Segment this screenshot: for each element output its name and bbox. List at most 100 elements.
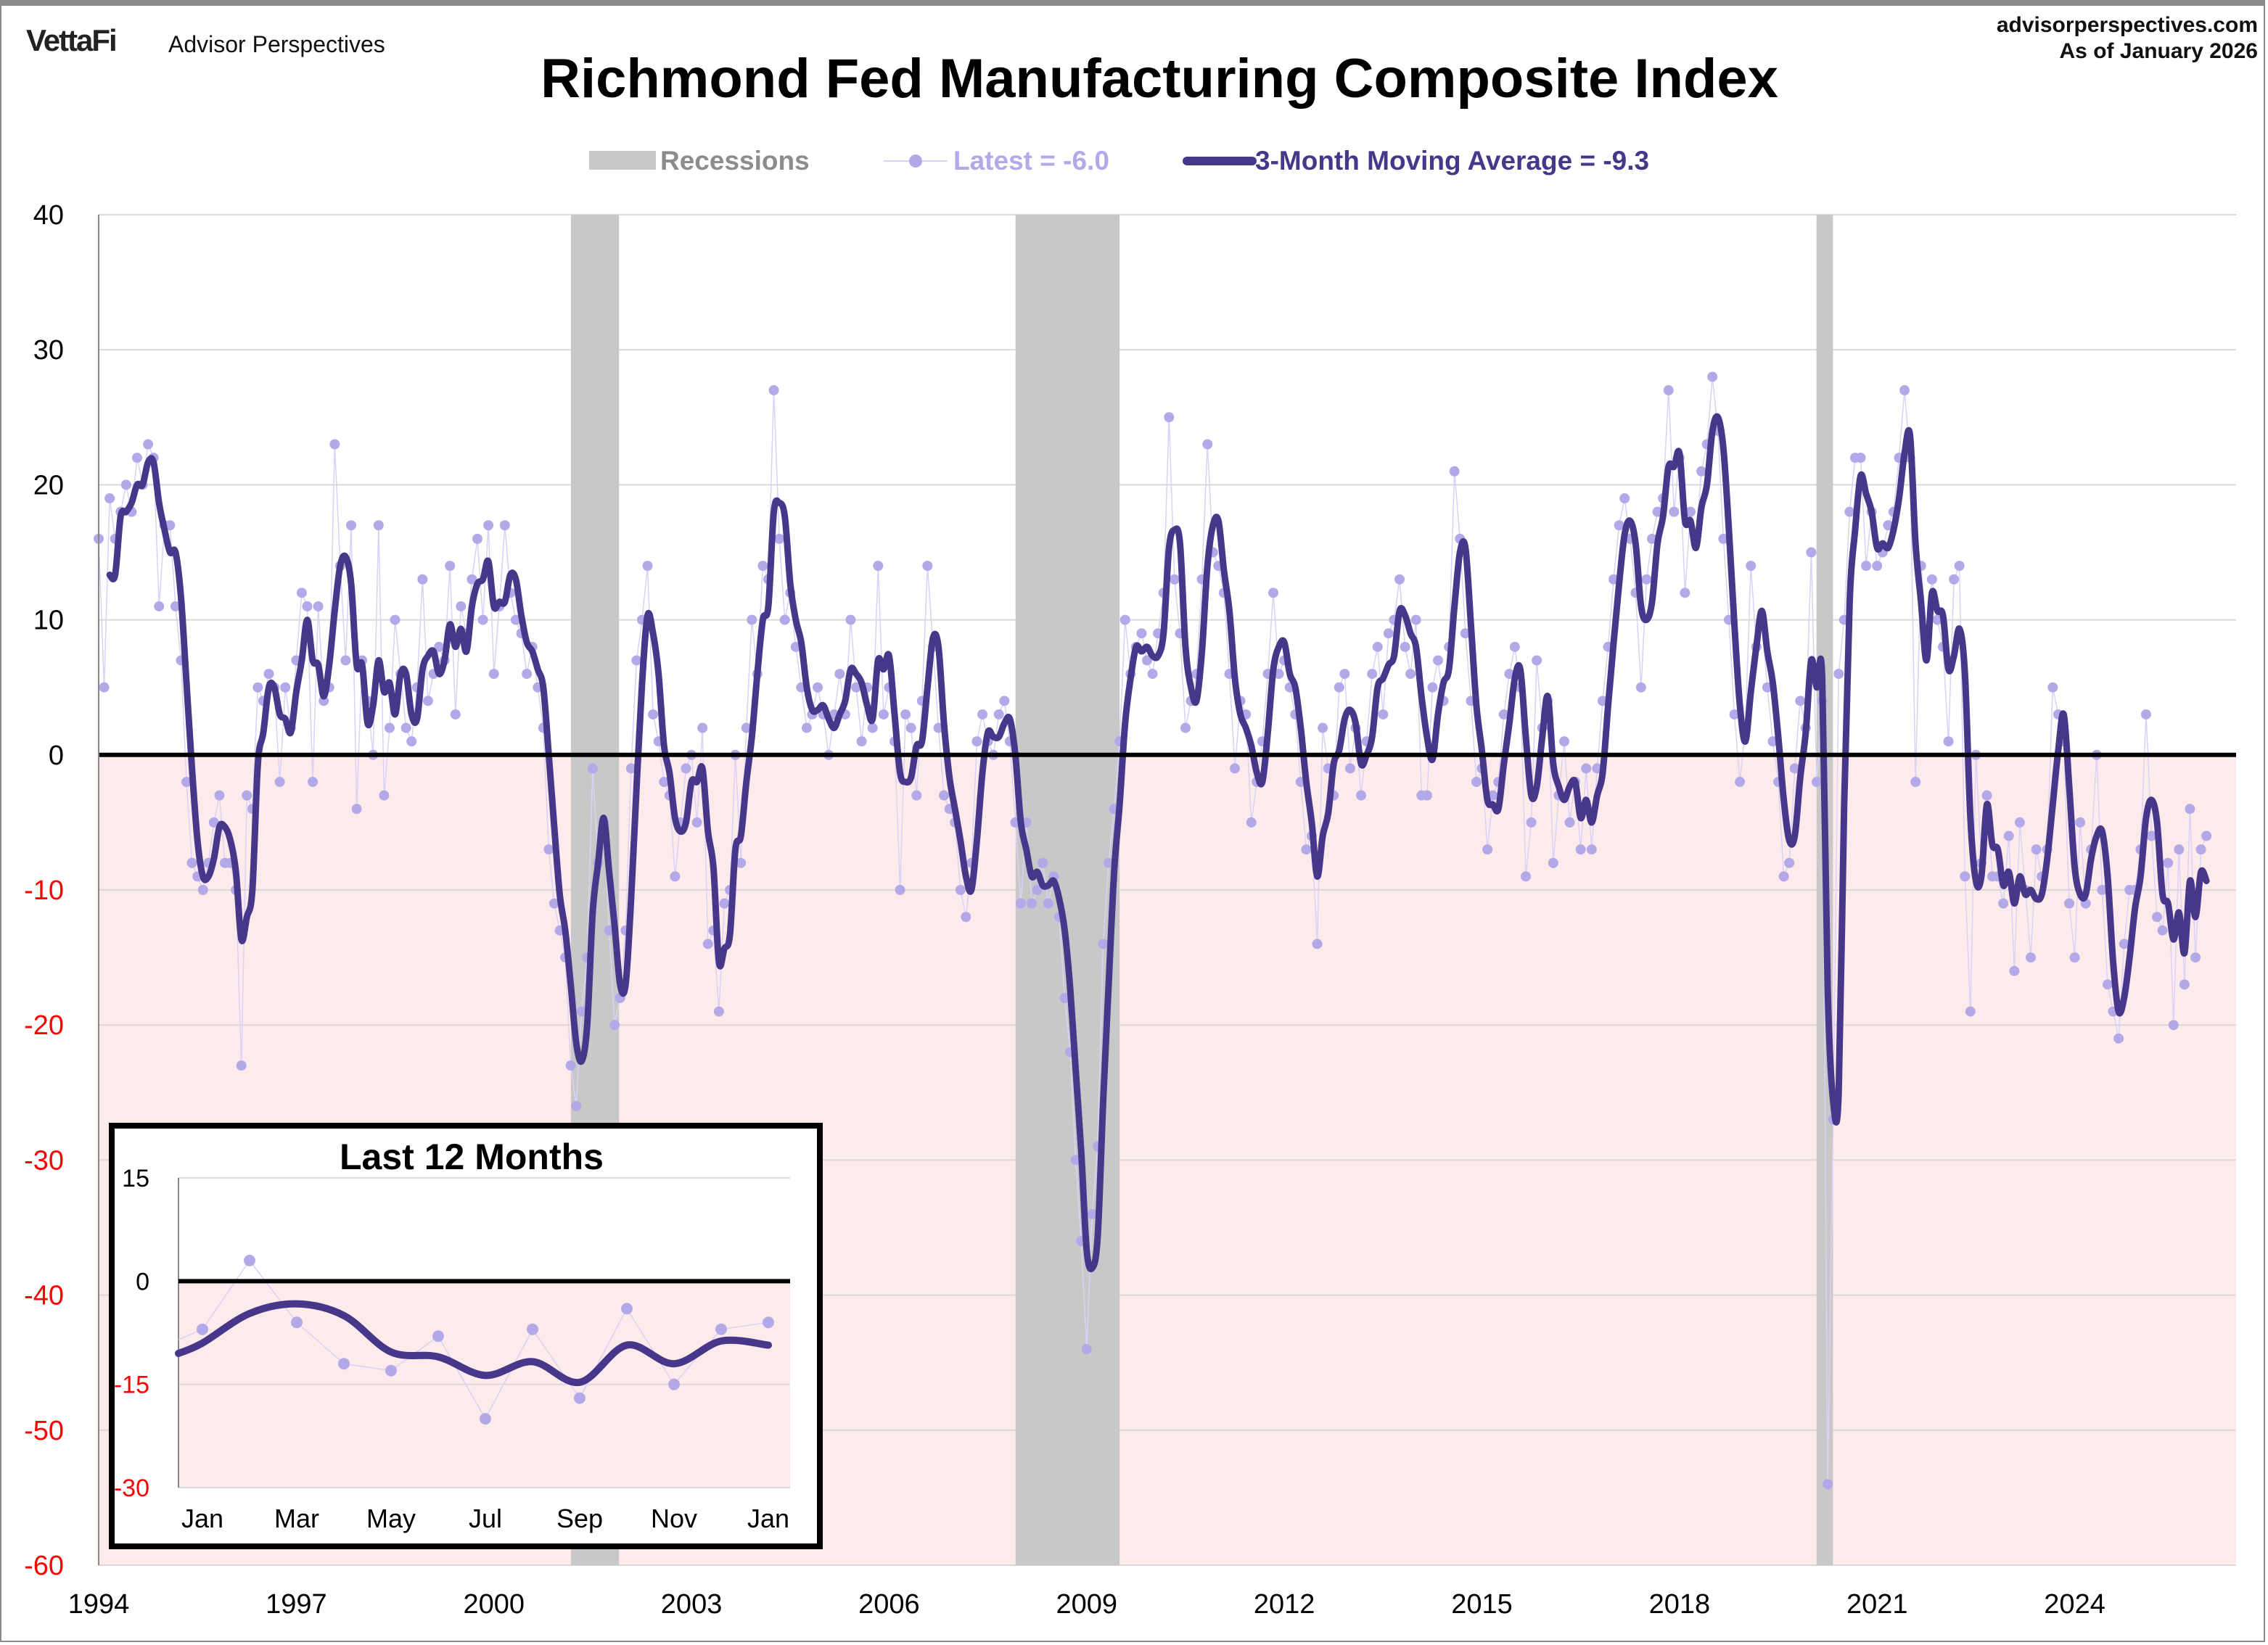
data-point	[1778, 871, 1789, 882]
data-point	[878, 709, 889, 720]
data-point	[2026, 952, 2037, 963]
data-point	[1147, 669, 1158, 680]
y-tick-label: -40	[24, 1281, 64, 1311]
inset-data-point	[668, 1378, 680, 1390]
data-point	[2097, 885, 2108, 895]
data-point	[747, 614, 757, 625]
data-point	[1833, 669, 1844, 680]
x-tick-label: 2015	[1451, 1589, 1513, 1620]
legend-recessions: Recessions	[660, 146, 810, 176]
data-point	[2009, 965, 2020, 976]
data-point	[905, 722, 916, 733]
data-point	[922, 561, 933, 572]
y-tick-label: 20	[33, 470, 64, 500]
data-point	[1164, 412, 1175, 423]
data-point	[422, 696, 433, 706]
x-tick-label: 2003	[661, 1589, 723, 1620]
inset-x-tick-label: Jan	[747, 1504, 789, 1533]
data-point	[1558, 736, 1569, 747]
data-point	[1663, 385, 1674, 396]
data-point	[779, 614, 790, 625]
data-point	[1378, 709, 1389, 720]
data-point	[1532, 655, 1542, 666]
data-point	[1356, 790, 1367, 801]
data-point	[977, 709, 988, 720]
data-point	[2168, 1020, 2179, 1031]
inset-data-point	[621, 1303, 633, 1315]
legend-moving-average: 3-Month Moving Average = -9.3	[1255, 146, 1649, 176]
legend-latest-dot	[909, 154, 922, 168]
data-point	[2113, 1033, 2124, 1044]
inset-data-point	[291, 1316, 303, 1329]
data-point	[565, 1060, 576, 1071]
data-point	[702, 939, 713, 949]
inset-y-tick-label: 15	[122, 1165, 149, 1192]
data-point	[851, 682, 862, 693]
data-point	[1367, 669, 1378, 680]
data-point	[1498, 709, 1509, 720]
inset-moving-average-line	[175, 1300, 772, 1386]
data-point	[757, 561, 768, 572]
inset-x-tick-label: Jan	[181, 1504, 223, 1533]
data-point	[670, 871, 681, 882]
data-point	[993, 709, 1004, 720]
data-point	[1405, 669, 1416, 680]
inset-data-point	[338, 1358, 350, 1370]
data-point	[1735, 777, 1746, 788]
y-tick-label: 0	[49, 741, 64, 771]
data-point	[1861, 561, 1872, 572]
data-point	[571, 1100, 582, 1111]
data-point	[1899, 385, 1910, 396]
data-point	[1729, 709, 1740, 720]
inset-data-point	[480, 1413, 491, 1425]
data-point	[587, 763, 598, 774]
data-point	[1081, 1344, 1092, 1355]
data-point	[1635, 682, 1646, 693]
data-point	[1460, 628, 1471, 639]
data-point	[1789, 763, 1800, 774]
inset-data-point	[432, 1330, 444, 1343]
chart-title: Richmond Fed Manufacturing Composite Ind…	[541, 48, 1778, 110]
data-point	[197, 885, 208, 895]
data-point	[1169, 574, 1180, 585]
x-tick-label: 1994	[68, 1589, 130, 1620]
data-point	[1504, 669, 1515, 680]
data-point	[2140, 709, 2151, 720]
x-tick-label: 1997	[266, 1589, 327, 1620]
site-url: advisorperspectives.com	[1997, 13, 2258, 37]
data-point	[609, 1020, 620, 1031]
data-point	[181, 777, 192, 788]
data-point	[856, 736, 867, 747]
inset-x-tick-label: May	[366, 1504, 416, 1533]
data-point	[691, 817, 702, 828]
data-point	[340, 655, 351, 666]
inset-y-tick-label: -15	[114, 1372, 149, 1399]
data-point	[384, 722, 395, 733]
data-point	[1883, 520, 1894, 531]
data-point	[1246, 817, 1257, 828]
data-point	[681, 763, 691, 774]
data-point	[1872, 561, 1883, 572]
data-point	[1680, 588, 1690, 598]
data-point	[131, 453, 142, 463]
data-point	[296, 588, 307, 598]
data-point	[1427, 682, 1438, 693]
data-point	[373, 520, 384, 531]
data-point	[252, 682, 263, 693]
data-point	[1586, 844, 1597, 855]
data-point	[165, 520, 176, 531]
data-point	[625, 763, 636, 774]
data-point	[873, 561, 884, 572]
data-point	[1230, 763, 1241, 774]
data-point	[346, 520, 357, 531]
data-point	[1949, 574, 1960, 585]
data-point	[1696, 466, 1707, 477]
data-point	[2075, 817, 2086, 828]
data-point	[736, 857, 747, 868]
data-point	[1312, 939, 1323, 949]
data-point	[208, 817, 219, 828]
data-point	[1526, 817, 1537, 828]
x-tick-label: 2024	[2044, 1589, 2105, 1620]
data-point	[961, 912, 971, 923]
data-point	[1509, 641, 1520, 652]
